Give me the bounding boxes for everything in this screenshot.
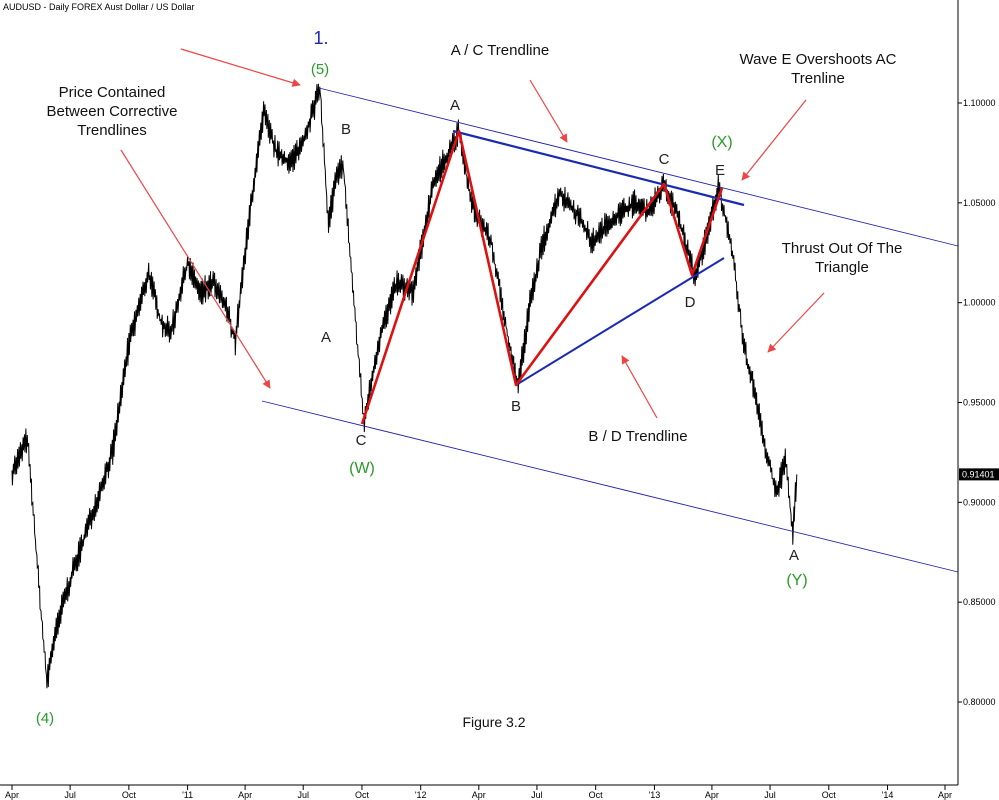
current-price-tag <box>959 468 999 481</box>
y-tick-label: 0.85000 <box>963 597 996 607</box>
x-tick-label: Apr <box>238 790 252 800</box>
annotation-text: Wave E Overshoots AC Trenline <box>739 51 896 87</box>
wave-label: A <box>789 547 799 564</box>
x-tick-label: Jul <box>297 790 309 800</box>
wave-label: (X) <box>711 134 732 151</box>
wave-label: C <box>356 432 367 449</box>
arrow-to-thrust <box>767 292 825 353</box>
x-tick-label: '11 <box>182 790 193 800</box>
upper-channel-line <box>318 87 959 247</box>
wave-overlays <box>120 48 959 573</box>
y-tick-label: 0.90000 <box>963 497 996 507</box>
x-tick-label: Oct <box>355 790 370 800</box>
arrow-to-wave-5 <box>180 48 301 87</box>
wave-label: B <box>511 398 521 415</box>
x-tick-label: Oct <box>822 790 837 800</box>
wave-label: B <box>341 121 351 138</box>
bd-trendline <box>515 257 725 386</box>
annotation-text: Thrust Out Of The Triangle <box>782 240 903 276</box>
wave-label: C <box>659 151 670 168</box>
annotation-text: A / C Trendline <box>451 42 549 59</box>
arrow-to-ac-trendline <box>529 79 568 143</box>
y-tick-label: 1.00000 <box>963 298 996 308</box>
wave-label: (5) <box>311 61 329 78</box>
x-tick-label: Oct <box>122 790 137 800</box>
y-tick-label: 0.80000 <box>963 697 996 707</box>
wave-label: A <box>321 329 331 346</box>
x-tick-label: '12 <box>415 790 427 800</box>
arrow-to-wave-e <box>741 99 807 181</box>
wave-zigzag <box>360 129 724 425</box>
x-tick-label: '13 <box>649 790 661 800</box>
y-tick-label: 1.05000 <box>963 198 996 208</box>
wave-label: (W) <box>349 460 375 477</box>
x-tick-label: Jul <box>531 790 543 800</box>
x-tick-label: Apr <box>938 790 952 800</box>
figure-caption: Figure 3.2 <box>462 714 525 730</box>
current-price-value: 0.91401 <box>962 469 995 479</box>
lower-channel-line <box>261 400 959 573</box>
wave-label: E <box>715 162 725 179</box>
arrow-to-bd-trendline <box>621 355 658 419</box>
x-tick-label: Jul <box>64 790 76 800</box>
annotation-text: B / D Trendline <box>588 428 687 445</box>
x-tick-label: '14 <box>882 790 894 800</box>
y-tick-label: 0.95000 <box>963 398 996 408</box>
x-tick-label: Apr <box>705 790 719 800</box>
ac-trendline <box>452 129 745 207</box>
x-tick-label: Oct <box>589 790 604 800</box>
chart-title: AUDUSD - Daily FOREX Aust Dollar / US Do… <box>3 2 195 12</box>
annotation-text: Price Contained Between Corrective Trendli… <box>47 84 178 139</box>
wave-label: A <box>450 97 460 114</box>
wave-labels: 1. (5) (4) B A C (W) A B C D E (X) A (Y) <box>36 28 808 727</box>
x-tick-label: Apr <box>472 790 486 800</box>
wave-label: (Y) <box>786 572 807 589</box>
arrow-to-lower-channel <box>120 149 271 389</box>
y-tick-label: 1.10000 <box>963 98 996 108</box>
x-tick-label: Apr <box>5 790 19 800</box>
wave-label: 1. <box>313 28 328 48</box>
annotations: Price Contained Between Corrective Trendli… <box>47 42 903 445</box>
wave-label: (4) <box>36 710 54 727</box>
wave-label: D <box>685 294 696 311</box>
x-tick-label: Jul <box>764 790 776 800</box>
